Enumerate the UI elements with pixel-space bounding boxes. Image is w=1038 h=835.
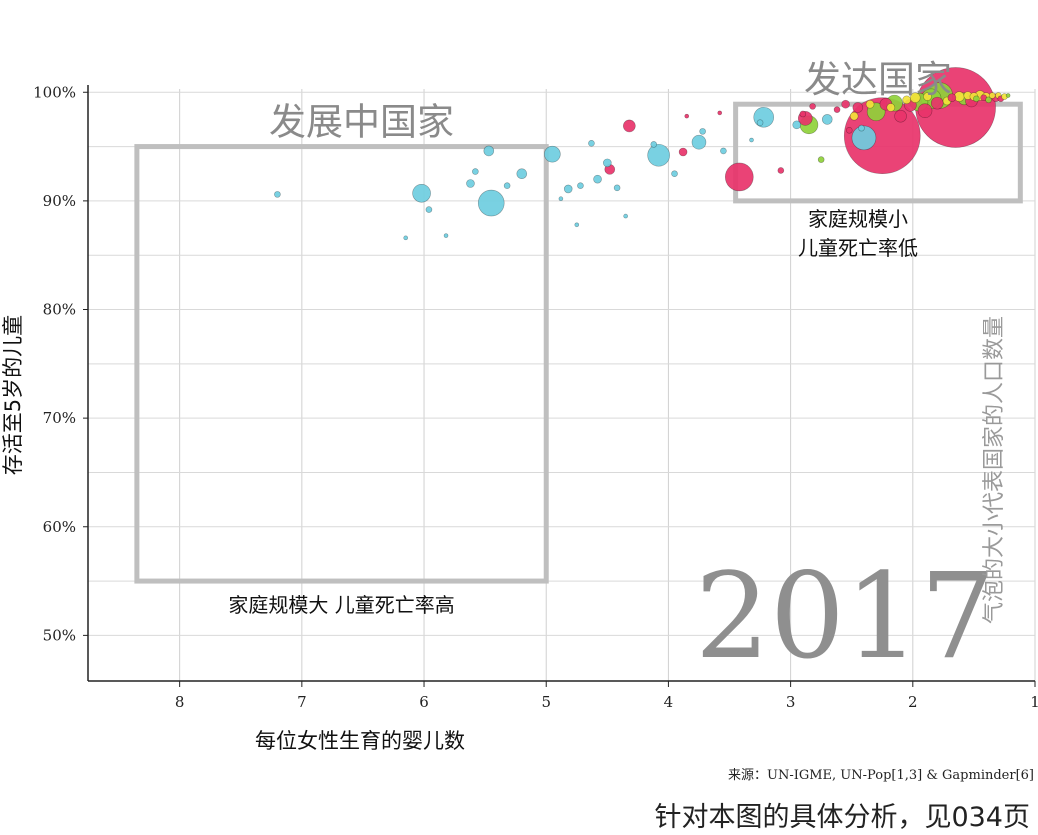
bubble-blue <box>623 213 628 219</box>
bubble-green <box>985 96 992 104</box>
region-label-developed: 发达国家 <box>804 58 952 101</box>
bubble-pink <box>809 103 816 110</box>
region-boxes <box>134 101 1023 584</box>
bubble-blue <box>756 119 764 126</box>
bubble-blue <box>443 233 449 238</box>
bubble-pink <box>852 102 864 113</box>
x-tick-label: 2 <box>908 693 918 711</box>
bubble-blue <box>403 235 409 241</box>
bubble-yellow <box>909 92 921 103</box>
bubble-yellow <box>849 111 859 121</box>
bubble-pink <box>717 110 723 116</box>
bubble-blue <box>274 191 281 198</box>
bubble-blue <box>574 222 580 228</box>
year-label: 2017 <box>695 547 995 685</box>
bubble-blue <box>753 106 775 128</box>
bubble-pink <box>724 162 754 192</box>
y-tick-label: 80% <box>43 301 76 319</box>
data-points <box>274 67 1011 241</box>
region-box <box>134 144 549 584</box>
x-tick-label: 8 <box>175 693 185 711</box>
bubble-pink <box>841 99 850 109</box>
bubble-blue <box>588 140 595 147</box>
bubble-pink <box>845 126 853 134</box>
x-tick-label: 1 <box>1030 693 1038 711</box>
bubble-blue <box>858 124 865 132</box>
bubble-green <box>973 95 980 103</box>
bubble-blue <box>472 168 479 175</box>
bubble-blue <box>558 196 564 202</box>
x-tick-label: 7 <box>297 693 307 711</box>
bubble-blue <box>563 184 573 194</box>
bubble-yellow <box>902 95 911 105</box>
bubble-blue <box>544 145 561 163</box>
bubble-pink <box>833 106 841 113</box>
bubble-pink <box>684 113 690 119</box>
bubble-yellow <box>865 99 875 109</box>
bubble-pink <box>930 96 944 110</box>
bubble-blue <box>749 137 754 143</box>
bubble-blue <box>851 125 877 151</box>
bubble-blue <box>425 206 433 213</box>
bubble-blue <box>483 145 495 157</box>
bubble-green <box>817 156 825 163</box>
region-note-developing: 家庭规模大 儿童死亡率高 <box>228 593 454 617</box>
bubble-yellow <box>886 103 896 112</box>
bubble-blue <box>577 182 584 189</box>
bubble-blue <box>671 170 678 178</box>
bubble-pink <box>917 103 933 119</box>
y-tick-label: 50% <box>43 626 76 644</box>
bubble-blue <box>720 147 727 155</box>
x-tick-label: 4 <box>664 693 674 711</box>
x-tick-label: 6 <box>419 693 429 711</box>
y-tick-label: 60% <box>43 518 76 536</box>
bubble-pink <box>777 167 785 174</box>
y-tick-label: 70% <box>43 409 76 427</box>
bubble-blue <box>466 179 475 188</box>
bubble-yellow <box>923 92 932 101</box>
bubble-pink <box>894 109 907 123</box>
bubble-yellow <box>988 92 996 99</box>
bubble-blue <box>516 168 528 180</box>
bubble-blue <box>593 174 602 184</box>
bubble-blue <box>650 141 658 148</box>
source-note: 来源：UN-IGME, UN-Pop[1,3] & Gapminder[6] <box>728 768 1034 783</box>
x-axis-title: 每位女性生育的婴儿数 <box>255 729 465 753</box>
bubble-pink <box>623 119 636 133</box>
x-tick-label: 3 <box>786 693 796 711</box>
bubble-blue <box>503 182 511 189</box>
grid-lines <box>88 89 1036 681</box>
bubble-blue <box>477 189 505 217</box>
bubble-blue <box>412 183 431 203</box>
region-note-developed-line2: 儿童死亡率低 <box>798 236 918 260</box>
footer-note: 针对本图的具体分析，见034页 <box>654 802 1030 833</box>
bubble-blue <box>603 158 612 168</box>
bubble-blue <box>647 143 670 167</box>
region-note-developed-line1: 家庭规模小 <box>808 207 908 231</box>
region-label-developing: 发展中国家 <box>269 101 454 144</box>
x-tick-label: 5 <box>541 693 551 711</box>
y-axis-title: 存活至5岁的儿童 <box>1 315 25 475</box>
bubble-blue <box>691 134 707 150</box>
bubble-pink <box>678 147 688 157</box>
bubble-size-note: 气泡的大小代表国家的人口数量 <box>982 316 1007 624</box>
y-tick-label: 100% <box>33 83 76 101</box>
bubble-blue <box>821 114 833 125</box>
y-axis-ticks: 50% 60% 70% 80% 90% 100% <box>33 83 88 644</box>
bubble-blue <box>792 120 802 130</box>
bubble-pink <box>799 110 807 118</box>
bubble-blue <box>613 184 621 192</box>
bubble-pink <box>947 93 957 102</box>
bubble-green <box>1005 93 1011 98</box>
bubble-blue <box>699 128 706 135</box>
x-axis-ticks: 8 7 6 5 4 3 2 1 <box>175 681 1038 711</box>
y-tick-label: 90% <box>43 192 76 210</box>
